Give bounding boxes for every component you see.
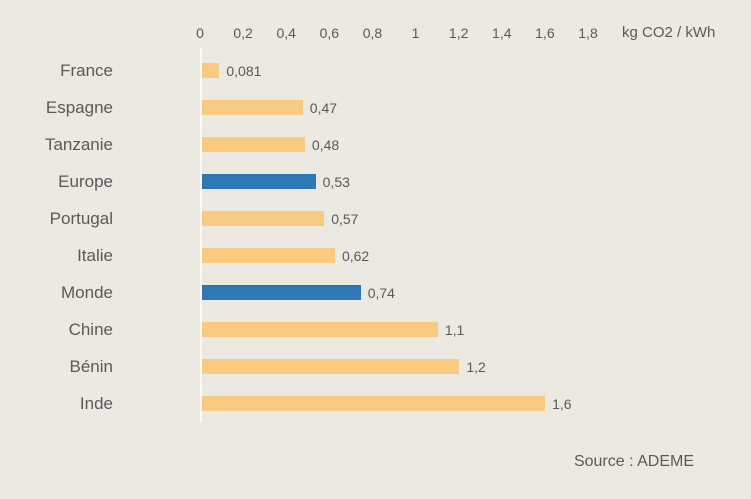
category-label: Espagne <box>45 97 113 117</box>
bar <box>202 63 220 78</box>
category-label: Chine <box>68 319 113 339</box>
x-axis-tick: 1,2 <box>448 25 469 41</box>
category-label: Europe <box>58 171 113 191</box>
bar-row: 0,57 <box>202 200 588 237</box>
x-axis-tick: 0,2 <box>233 25 253 41</box>
bar-value-label: 0,48 <box>311 136 340 153</box>
bar-value-label: 0,081 <box>226 62 262 79</box>
bar-row: 0,081 <box>202 52 588 89</box>
bar <box>202 137 305 152</box>
bar-row: 0,74 <box>202 274 588 311</box>
bar <box>202 211 325 226</box>
bar <box>202 100 303 115</box>
x-axis-tick: 0 <box>196 25 204 41</box>
bar <box>202 322 438 337</box>
x-axis-tick: 0,6 <box>319 25 340 41</box>
bar-row: 0,53 <box>202 163 588 200</box>
category-label: Tanzanie <box>44 134 113 154</box>
bar <box>202 359 460 374</box>
bar-value-label: 1,1 <box>444 321 465 338</box>
x-axis-tick: 1,6 <box>535 25 555 41</box>
bar-row: 1,2 <box>202 348 588 385</box>
category-label: Italie <box>77 245 113 265</box>
bar <box>202 174 316 189</box>
x-axis-tick: 1 <box>411 25 420 41</box>
bar-row: 0,47 <box>202 89 588 126</box>
bar <box>202 248 335 263</box>
bar-row: 0,48 <box>202 126 588 163</box>
category-label: Portugal <box>49 208 113 228</box>
bar-row: 1,6 <box>202 385 588 422</box>
category-label: Bénin <box>69 356 113 376</box>
source-note: Source : ADEME <box>573 453 694 470</box>
bar-value-label: 0,53 <box>322 173 350 190</box>
bar-row: 1,1 <box>202 311 588 348</box>
plot-area: 0,081 0,47 0,48 0,53 0,57 0,62 0,74 1,1 1,2 1,6 <box>200 48 588 422</box>
bar-row: 0,62 <box>202 237 588 274</box>
x-axis-tick: 0,8 <box>362 25 383 41</box>
x-axis-title: kg CO2 / kWh <box>622 24 716 41</box>
bar-value-label: 0,47 <box>309 99 338 116</box>
category-label: France <box>60 60 113 80</box>
x-axis-tick-labels: 0 0,2 0,4 0,6 0,8 1 1,2 1,4 1,6 1,8 <box>196 25 598 43</box>
bar <box>202 285 361 300</box>
category-labels: France Espagne Tanzanie Europe Portugal Itali… <box>0 52 113 422</box>
category-label: Monde <box>61 282 113 302</box>
bar-value-label: 1,2 <box>466 358 486 375</box>
x-axis-tick: 1,4 <box>492 25 512 41</box>
category-label: Inde <box>79 393 113 413</box>
x-axis-tick: 0,4 <box>276 25 296 41</box>
x-axis-tick: 1,8 <box>578 25 598 41</box>
bar <box>202 396 546 411</box>
bar-value-label: 0,74 <box>367 284 395 301</box>
bar-value-label: 0,57 <box>331 210 359 227</box>
bar-value-label: 0,62 <box>341 247 370 264</box>
bar-value-label: 1,6 <box>552 395 572 412</box>
